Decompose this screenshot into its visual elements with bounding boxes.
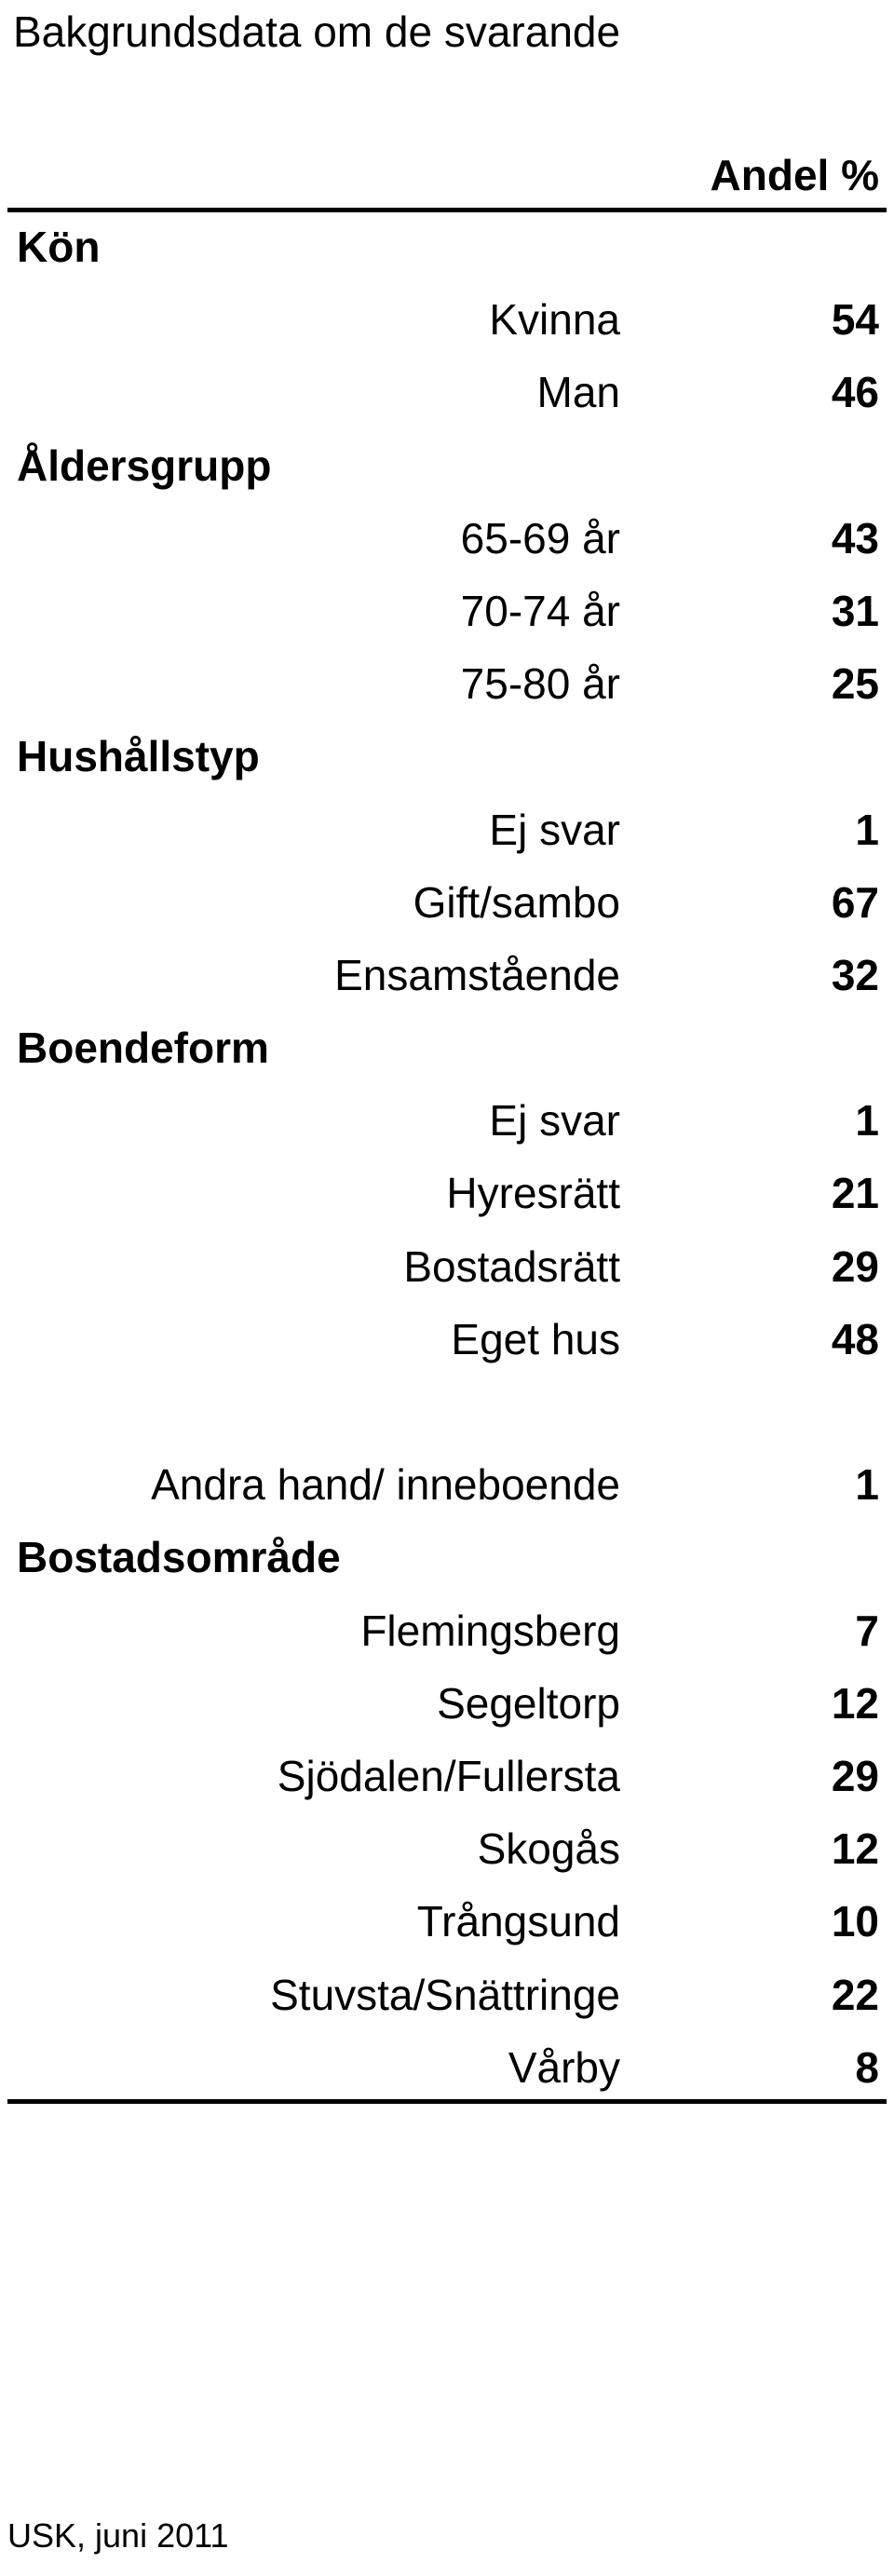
share-value: 25: [831, 659, 879, 709]
share-value: 7: [855, 1606, 879, 1655]
share-value: 22: [831, 1970, 879, 2019]
table-row: 70-74 år 31: [0, 579, 894, 652]
bottom-rule: [7, 2099, 887, 2104]
share-value: 21: [831, 1169, 879, 1218]
category-label: Gift/sambo: [413, 877, 620, 927]
share-value: 31: [831, 586, 879, 635]
table-row: 75-80 år 25: [0, 652, 894, 725]
category-label: Ej svar: [489, 805, 620, 854]
category-label: Eget hus: [451, 1314, 620, 1363]
group-row: Bostadsområde: [0, 1525, 894, 1598]
table-row: Ej svar 1: [0, 798, 894, 871]
column-header-andel: Andel %: [710, 151, 879, 199]
table-row: Trångsund 10: [0, 1890, 894, 1962]
group-row: Kön: [0, 215, 894, 288]
share-value: 32: [831, 950, 879, 999]
table-row: Flemingsberg 7: [0, 1599, 894, 1672]
group-label: Bostadsområde: [17, 1533, 341, 1582]
category-label: Sjödalen/Fullersta: [277, 1751, 620, 1800]
category-label: Ensamstående: [334, 950, 620, 999]
category-label: Vårby: [508, 2042, 620, 2092]
table-row: Bostadsrätt 29: [0, 1235, 894, 1308]
share-value: 54: [831, 295, 879, 345]
category-label: Kvinna: [489, 295, 620, 345]
data-table: Kön Kvinna 54 Man 46 Åldersgrupp 65-69 år 43 70-…: [0, 215, 894, 2108]
table-row: Gift/sambo 67: [0, 871, 894, 943]
category-label: Andra hand/ inneboende: [151, 1460, 620, 1510]
top-rule: [7, 208, 887, 212]
group-row: Åldersgrupp: [0, 434, 894, 507]
table-row: Sjödalen/Fullersta 29: [0, 1744, 894, 1817]
share-value: 43: [831, 513, 879, 563]
group-label: Boendeform: [17, 1024, 269, 1073]
table-row: Hyresrätt 21: [0, 1161, 894, 1234]
category-label: Stuvsta/Snättringe: [270, 1970, 620, 2019]
group-label: Åldersgrupp: [17, 441, 272, 490]
share-value: 48: [831, 1314, 879, 1363]
category-label: Bostadsrätt: [403, 1241, 620, 1291]
table-row: Ej svar 1: [0, 1089, 894, 1161]
category-label: 65-69 år: [460, 513, 620, 563]
table-row: Man 46: [0, 360, 894, 433]
group-label: Hushållstyp: [17, 732, 260, 781]
share-value: 8: [855, 2042, 879, 2092]
table-row: Andra hand/ inneboende 1: [0, 1453, 894, 1525]
table-row: Skogås 12: [0, 1817, 894, 1890]
category-label: 70-74 år: [460, 586, 620, 635]
share-value: 29: [831, 1241, 879, 1291]
group-label: Kön: [17, 223, 101, 271]
table-row: Kvinna 54: [0, 288, 894, 360]
table-row: Vårby 8: [0, 2036, 894, 2108]
share-value: 1: [855, 1460, 879, 1510]
table-row: Stuvsta/Snättringe 22: [0, 1963, 894, 2036]
category-label: 75-80 år: [460, 659, 620, 709]
share-value: 46: [831, 368, 879, 417]
table-row: Segeltorp 12: [0, 1672, 894, 1744]
category-label: Flemingsberg: [360, 1606, 620, 1655]
table-row: Eget hus 48: [0, 1308, 894, 1380]
share-value: 29: [831, 1751, 879, 1800]
group-row: Boendeform: [0, 1016, 894, 1089]
group-row: Hushållstyp: [0, 725, 894, 797]
share-value: 12: [831, 1678, 879, 1728]
footer-source: USK, juni 2011: [7, 2516, 229, 2555]
category-label: Segeltorp: [437, 1678, 620, 1728]
share-value: 1: [855, 1096, 879, 1146]
table-row: 65-69 år 43: [0, 507, 894, 579]
share-value: 12: [831, 1824, 879, 1874]
share-value: 67: [831, 877, 879, 927]
category-label: Man: [536, 368, 620, 417]
category-label: Skogås: [477, 1824, 620, 1874]
table-row: [0, 1380, 894, 1453]
category-label: Ej svar: [489, 1096, 620, 1146]
category-label: Hyresrätt: [446, 1169, 620, 1218]
table-row: Ensamstående 32: [0, 943, 894, 1016]
share-value: 1: [855, 805, 879, 854]
page-title: Bakgrundsdata om de svarande: [13, 7, 621, 56]
category-label: Trångsund: [416, 1897, 620, 1946]
share-value: 10: [831, 1897, 879, 1946]
